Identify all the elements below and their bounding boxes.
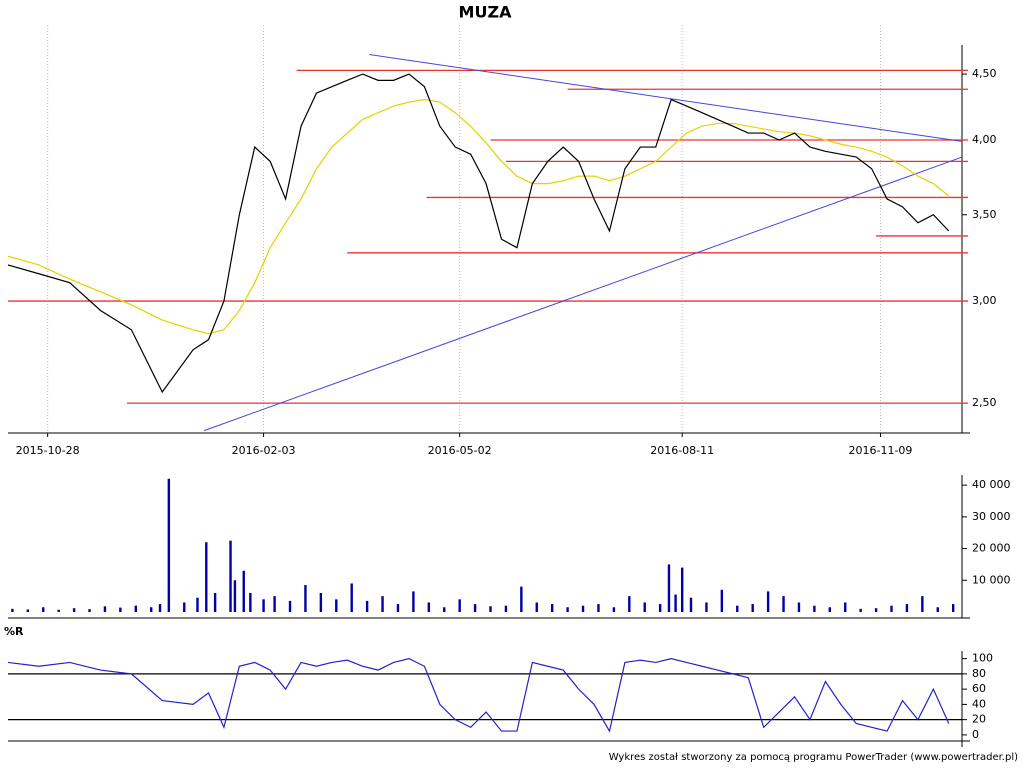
volume-bar (782, 596, 785, 612)
volume-bar (535, 602, 538, 612)
volume-bar (473, 604, 477, 612)
series-line (7, 657, 950, 733)
volume-bar (890, 605, 893, 612)
volume-bar (844, 602, 847, 612)
volume-bar (859, 608, 862, 612)
y-tick-label: 3,00 (972, 294, 997, 307)
volume-bar (504, 605, 508, 612)
volume-bar (667, 564, 671, 612)
volume-bar (905, 604, 909, 612)
volume-bar (489, 606, 492, 612)
volume-bar (628, 596, 631, 612)
y-tick-label: 60 (972, 682, 986, 695)
panel-title: %R (4, 625, 24, 638)
volume-bar (751, 604, 754, 612)
volume-bar (689, 597, 693, 612)
series-line (7, 98, 950, 335)
volume-bar (813, 605, 816, 612)
volume-bar (350, 583, 353, 612)
volume-bar (233, 580, 237, 612)
volume-bar (736, 605, 739, 612)
volume-bar (229, 540, 232, 612)
trend-line (203, 156, 963, 432)
volume-bar (319, 592, 323, 612)
volume-bar (597, 604, 600, 612)
volume-bar (205, 542, 208, 612)
x-tick-label: 2016-02-03 (232, 444, 296, 457)
volume-bar (150, 607, 153, 612)
volume-bar (242, 570, 245, 612)
volume-bar (443, 607, 446, 612)
volume-bar (643, 602, 646, 612)
y-tick-label: 4,00 (972, 133, 997, 146)
volume-bar (674, 594, 677, 612)
y-tick-label: 3,50 (972, 208, 997, 221)
y-tick-label: 40 000 (972, 478, 1011, 491)
volume-bar (72, 608, 76, 612)
y-tick-label: 0 (972, 728, 979, 741)
chart-title: MUZA (459, 3, 513, 22)
y-tick-label: 30 000 (972, 510, 1011, 523)
y-tick-label: 20 000 (972, 542, 1011, 555)
volume-bar (134, 605, 137, 612)
volume-bar (828, 607, 832, 612)
volume-bar (26, 609, 30, 612)
volume-bar (396, 604, 400, 612)
x-tick-label: 2015-10-28 (16, 444, 80, 457)
volume-bar (797, 602, 801, 612)
volume-bar (427, 602, 431, 612)
x-tick-label: 2016-11-09 (849, 444, 913, 457)
volume-bar (262, 599, 265, 612)
volume-bar (249, 592, 252, 612)
series-line (7, 73, 950, 394)
volume-bar (951, 604, 955, 612)
volume-bar (520, 586, 523, 612)
volume-bar (566, 607, 569, 612)
volume-bar (766, 591, 770, 612)
volume-bar (88, 609, 91, 612)
footer: Wykres został stworzony za pomocą progra… (609, 752, 1018, 763)
volume-bar (612, 607, 616, 612)
volume-bar (335, 599, 338, 612)
volume-bar (57, 609, 60, 612)
volume-bar (581, 605, 585, 612)
y-tick-label: 40 (972, 697, 986, 710)
volume-bar (304, 585, 307, 612)
volume-bar (288, 600, 292, 612)
y-tick-label: 20 (972, 713, 986, 726)
y-tick-label: 100 (972, 652, 993, 665)
volume-bar (412, 591, 415, 612)
trend-line (369, 54, 963, 142)
volume-bar (42, 607, 45, 612)
volume-bar (458, 599, 461, 612)
volume-bar (381, 596, 384, 612)
x-tick-label: 2016-08-11 (650, 444, 714, 457)
volume-bar (196, 597, 199, 612)
volume-bar (273, 596, 276, 612)
y-tick-label: 10 000 (972, 573, 1011, 586)
volume-bar (119, 607, 122, 612)
volume-bar (158, 604, 162, 612)
volume-bar (550, 604, 554, 612)
volume-bar (936, 607, 939, 612)
volume-bar (11, 608, 14, 612)
volume-bar (680, 567, 684, 612)
x-tick-label: 2016-05-02 (428, 444, 492, 457)
volume-bar (874, 608, 878, 612)
y-tick-label: 80 (972, 667, 986, 680)
volume-bar (658, 604, 662, 612)
volume-bar (921, 596, 924, 612)
volume-bar (705, 602, 708, 612)
volume-bar (720, 589, 724, 612)
volume-bar (213, 592, 217, 612)
y-tick-label: 4,50 (972, 67, 997, 80)
y-tick-label: 2,50 (972, 396, 997, 409)
volume-bar (103, 606, 107, 612)
volume-bar (167, 478, 171, 612)
volume-bar (365, 600, 369, 612)
volume-bar (183, 602, 186, 612)
